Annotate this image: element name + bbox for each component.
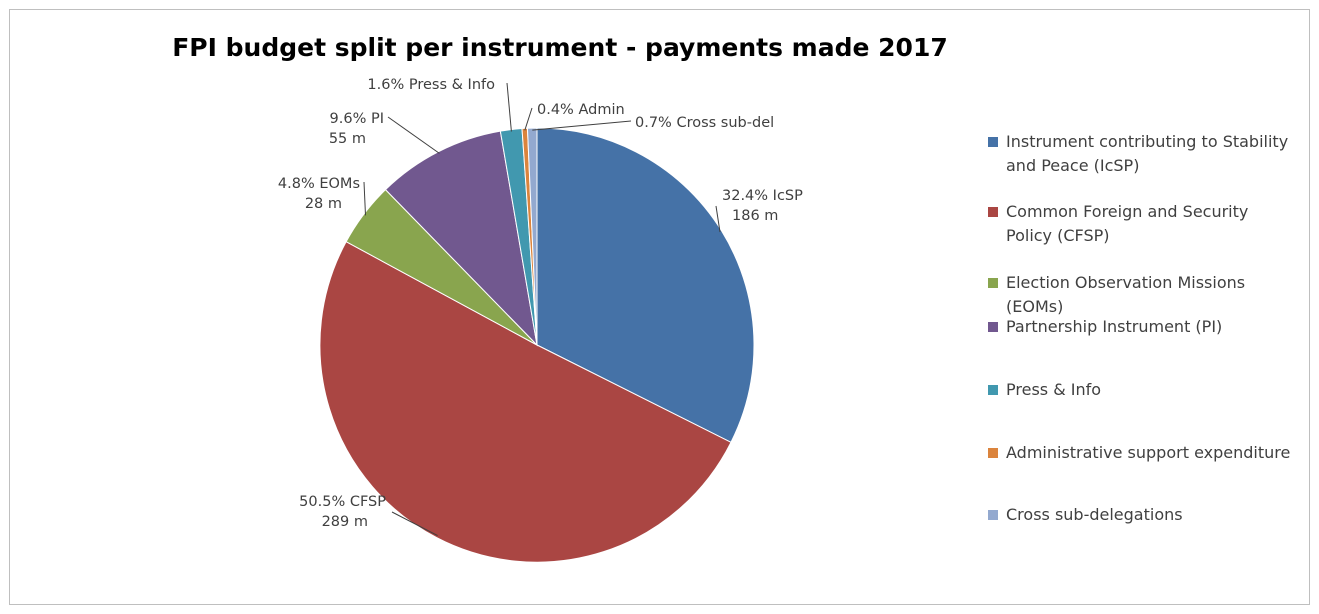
leader-line-6 [532,120,632,131]
pie-slice-1 [319,240,732,563]
legend-label-6: Cross sub-delegations [1006,505,1183,524]
data-label-1: 50.5% CFSP 289 m [299,494,386,530]
legend-label-4: Press & Info [1006,380,1101,399]
legend-item-6: Cross sub-delegations [988,505,1183,524]
legend-swatch-6 [988,510,998,520]
legend-item-5: Administrative support expenditure [988,443,1290,462]
legend-swatch-5 [988,448,998,458]
legend-swatch-3 [988,322,998,332]
legend-item-0: Instrument contributing to Stability and … [988,132,1288,175]
pie-slice-6 [526,127,538,346]
legend-label-5: Administrative support expenditure [1006,443,1290,462]
data-label-6: 0.7% Cross sub-del [635,115,774,131]
leader-line-4 [506,82,512,132]
legend-swatch-2 [988,278,998,288]
data-label-2: 4.8% EOMs 28 m [278,176,360,212]
legend-item-4: Press & Info [988,380,1101,399]
leader-line-3 [387,116,440,154]
legend-label-0: Instrument contributing to Stability and … [1006,132,1288,175]
legend-item-1: Common Foreign and Security Policy (CFSP) [988,202,1248,245]
legend-label-3: Partnership Instrument (PI) [1006,317,1222,336]
pie-slice-0 [536,127,755,443]
data-label-5: 0.4% Admin [537,102,625,118]
pie-chart: FPI budget split per instrument - paymen… [172,33,1290,563]
pie-slice-3 [384,130,538,347]
leader-line-2 [363,181,366,216]
data-label-4: 1.6% Press & Info [367,77,495,93]
chart-frame: FPI budget split per instrument - paymen… [9,9,1310,605]
leader-line-0 [715,205,721,233]
data-label-3: 9.6% PI 55 m [329,111,384,147]
legend-label-2: Election Observation Missions (EOMs) [1006,273,1245,316]
data-label-0: 32.4% IcSP 186 m [722,188,803,224]
leader-line-1 [391,511,438,537]
leader-line-5 [524,107,533,131]
chart-title: FPI budget split per instrument - paymen… [172,33,948,62]
legend-label-1: Common Foreign and Security Policy (CFSP) [1006,202,1248,245]
legend-swatch-1 [988,207,998,217]
legend-item-3: Partnership Instrument (PI) [988,317,1222,336]
legend-swatch-4 [988,385,998,395]
legend-item-2: Election Observation Missions (EOMs) [988,273,1245,316]
legend-swatch-0 [988,137,998,147]
